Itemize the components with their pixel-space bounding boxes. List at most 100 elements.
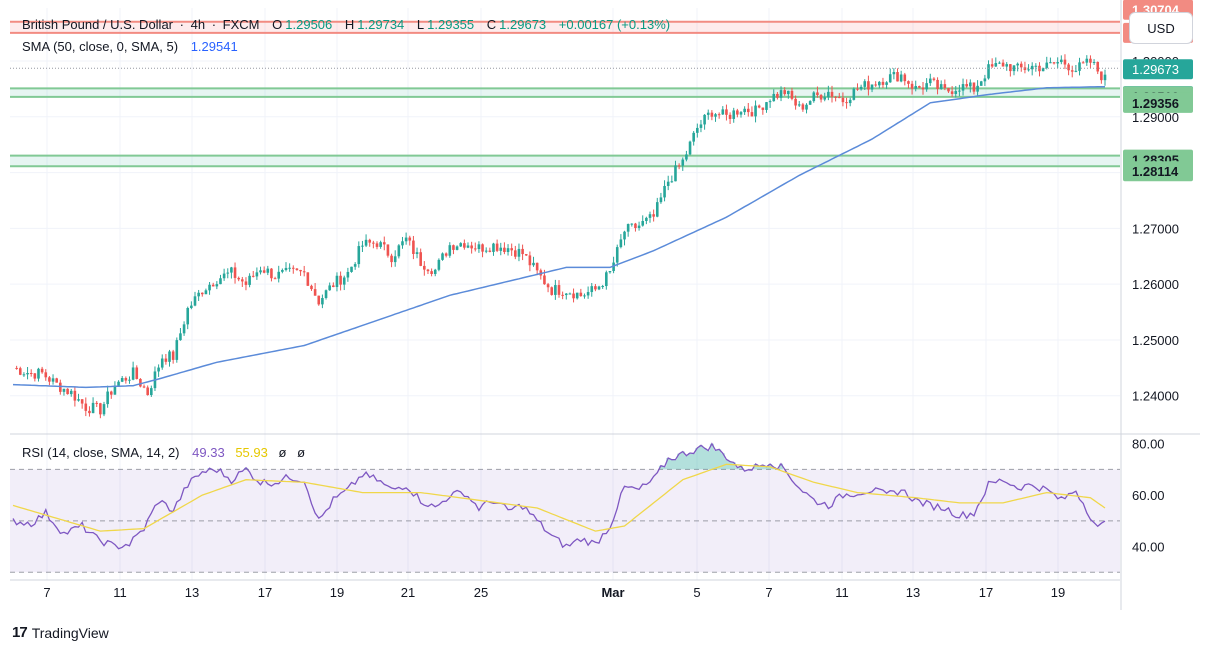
candle-body	[302, 271, 306, 273]
symbol-name[interactable]: British Pound / U.S. Dollar	[22, 17, 174, 32]
candle-body	[885, 82, 888, 85]
tradingview-brand[interactable]: 17 TradingView	[12, 624, 109, 641]
candle-body	[248, 275, 251, 285]
candle-body	[430, 271, 433, 274]
candle-body	[372, 242, 375, 244]
candle-body	[714, 114, 717, 117]
candle-body	[816, 92, 819, 96]
candle-body	[979, 81, 983, 86]
candle-body	[514, 250, 517, 257]
rsi-ma-line	[12, 463, 1106, 532]
candle-body	[972, 82, 976, 92]
candle-body	[408, 237, 412, 241]
time-tick-label: 11	[835, 585, 849, 600]
candle-body	[896, 72, 899, 82]
support-zone	[10, 88, 1120, 97]
candle-body	[663, 185, 666, 198]
candle-body	[492, 243, 495, 252]
candle-body	[1063, 59, 1067, 65]
candle-body	[677, 165, 681, 167]
candle-body	[1019, 63, 1023, 68]
price-tick-label: 1.29000	[1132, 110, 1179, 125]
candle-body	[776, 93, 779, 98]
candle-body	[455, 246, 459, 250]
candle-body	[99, 403, 102, 415]
candle-body	[117, 381, 120, 386]
support-zone	[10, 155, 1120, 167]
candle-body	[124, 378, 128, 381]
sma-label: SMA (50, close, 0, SMA, 5)	[22, 39, 179, 54]
candle-body	[808, 101, 812, 105]
candle-body	[928, 78, 932, 84]
candle-body	[648, 214, 652, 218]
candle-body	[259, 270, 262, 273]
candle-body	[819, 95, 823, 100]
candle-body	[550, 287, 554, 295]
candle-body	[976, 85, 979, 92]
candle-body	[535, 262, 539, 271]
candle-body	[164, 358, 168, 362]
sma-legend[interactable]: SMA (50, close, 0, SMA, 5) 1.29541	[22, 39, 241, 54]
exchange: FXCM	[222, 17, 260, 32]
candle-body	[568, 293, 572, 295]
candle-body	[1103, 74, 1107, 81]
candle-body	[310, 285, 313, 290]
candle-body	[852, 88, 856, 100]
candle-body	[761, 107, 765, 110]
candle-body	[222, 273, 226, 279]
candle-body	[914, 86, 918, 89]
candle-body	[961, 84, 965, 91]
candle-body	[346, 271, 350, 278]
candle-body	[805, 104, 808, 110]
price-label-box	[1123, 161, 1193, 182]
rsi-legend[interactable]: RSI (14, close, SMA, 14, 2) 49.33 55.93 …	[22, 445, 308, 460]
time-tick-label: 19	[1051, 585, 1065, 600]
rsi-ma-value: 55.93	[235, 445, 268, 460]
candle-body	[528, 255, 532, 266]
candle-body	[288, 267, 291, 269]
candle-body	[401, 241, 404, 246]
price-label-support: 1.28114	[1132, 164, 1179, 179]
candle-body	[382, 242, 386, 245]
price-label-box	[1123, 92, 1193, 113]
candle-body	[746, 108, 750, 113]
candle-body	[339, 275, 342, 285]
candle-body	[470, 245, 473, 249]
candle-body	[532, 262, 535, 266]
candle-body	[481, 244, 484, 252]
candle-body	[281, 269, 284, 272]
candle-body	[182, 324, 186, 334]
candle-body	[1034, 65, 1038, 67]
candle-body	[211, 284, 215, 287]
grid-lines	[10, 8, 1120, 580]
candle-body	[51, 378, 55, 382]
candle-body	[743, 108, 746, 113]
candle-body	[230, 267, 233, 273]
candle-body	[463, 243, 466, 248]
price-label-current: 1.29673	[1132, 62, 1179, 77]
candle-body	[1012, 65, 1016, 72]
candle-body	[80, 399, 84, 404]
candle-body	[717, 114, 721, 116]
candle-body	[987, 64, 990, 79]
candle-body	[681, 159, 685, 166]
candle-body	[892, 72, 896, 75]
candle-body	[783, 90, 786, 95]
rsi-value: 49.33	[192, 445, 225, 460]
candle-body	[918, 86, 921, 88]
currency-button[interactable]: USD	[1129, 12, 1193, 44]
candle-body	[670, 181, 674, 183]
candle-body	[867, 81, 870, 90]
candle-body	[62, 388, 66, 392]
resistance-zone	[10, 21, 1120, 33]
rsi-line	[12, 442, 1106, 550]
rsi-extra-1: ø	[278, 445, 287, 460]
candle-body	[477, 244, 481, 250]
time-tick-label: 7	[43, 585, 50, 600]
price-tick-label: 1.27000	[1132, 221, 1179, 236]
candle-body	[725, 109, 728, 115]
candle-body	[473, 248, 477, 250]
candle-body	[350, 266, 353, 272]
candle-body	[193, 296, 197, 306]
